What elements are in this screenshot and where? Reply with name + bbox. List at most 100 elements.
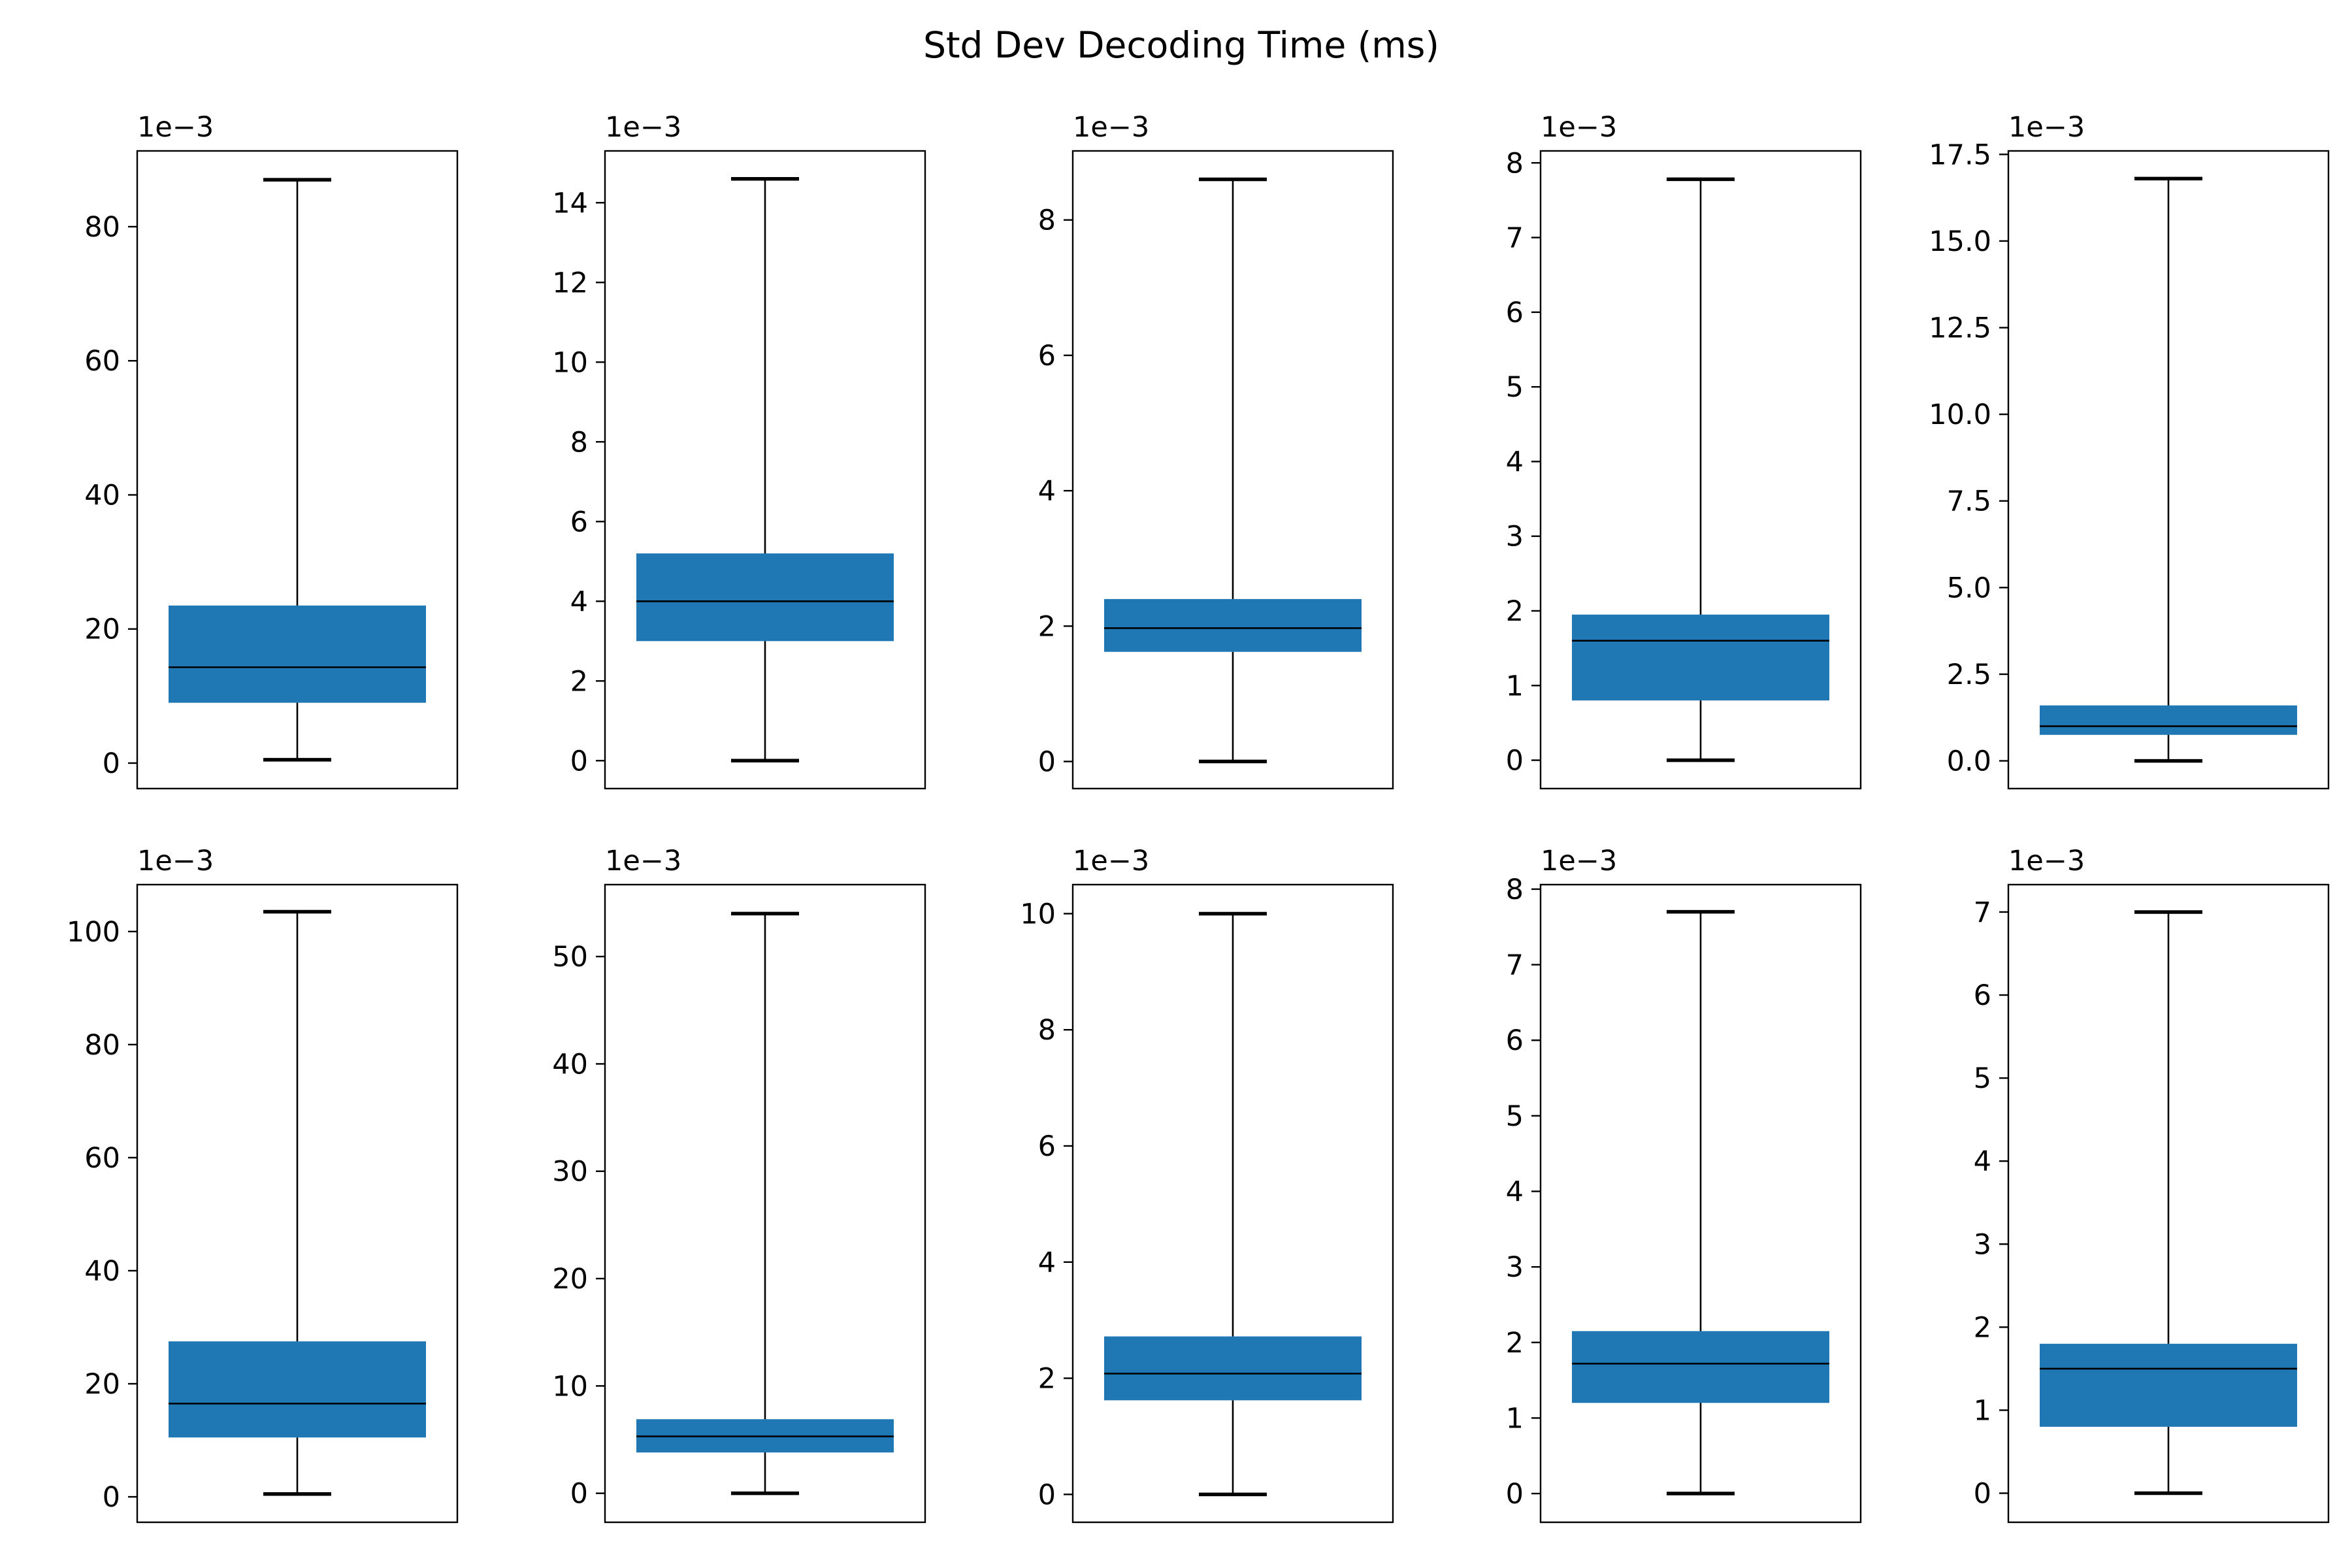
subplot-2-4: 0 1 2 3 4 5 6 7 8 1e−3 [1506,845,1862,1524]
y-tick-label: 2.5 [1947,659,1991,691]
y-tick-label: 6 [1506,1024,1524,1057]
subplot-2-5: 0 1 2 3 4 5 6 7 1e−3 [1974,845,2330,1524]
y-tick-label: 1 [1506,1402,1524,1435]
y-tick-label: 5 [1506,1100,1524,1133]
subplot-grid: 0204060801e−3024681012141e−3024681e−3012… [67,111,2330,1524]
axes-frame [1539,883,1862,1524]
box-iqr [2040,705,2297,735]
figure-title: Std Dev Decoding Time (ms) [923,24,1439,66]
y-tick-label: 50 [552,941,588,973]
y-tick-label: 0 [1506,1478,1524,1511]
y-tick-label: 0.0 [1947,745,1991,778]
y-tick-label: 12.5 [1929,312,1991,345]
y-tick-label: 14 [552,187,588,220]
y-tick-label: 3 [1974,1228,1991,1261]
box-iqr [169,1341,426,1438]
y-tick-label: 0 [1506,745,1524,777]
y-tick-label: 10 [552,1370,588,1403]
axes-frame [1539,150,1862,790]
y-tick-label: 8 [1506,147,1524,180]
y-tick-label: 20 [552,1263,588,1296]
y-tick-label: 7.5 [1947,485,1991,518]
axis-offset-label: 1e−3 [1541,111,1617,144]
y-tick-label: 4 [1506,1175,1524,1208]
y-tick-label: 4 [1038,1247,1056,1279]
y-tick-label: 7 [1974,896,1991,929]
subplot-1-5: 0.0 2.5 5.0 7.5 10.0 12.5 15.0 17.5 1e−3 [1929,111,2330,790]
axis-offset-label: 1e−3 [137,845,214,877]
y-tick-label: 60 [84,1142,120,1175]
subplot-1-1: 0 20 40 60 80 1e−3 [84,111,459,790]
y-tick-label: 0 [570,1478,588,1511]
y-tick-label: 2 [1038,610,1056,643]
y-tick-label: 5 [1506,371,1524,404]
box-iqr [169,605,426,703]
y-tick-label: 7 [1506,222,1524,255]
y-tick-label: 4 [1506,446,1524,478]
axes-frame [136,883,459,1524]
y-tick-label: 40 [84,1255,120,1288]
subplot-1-2: 0 2 4 6 8 10 12 14 1e−3 [552,111,926,790]
y-tick-label: 1 [1974,1394,1991,1427]
y-tick-label: 0 [103,747,120,780]
y-tick-label: 17.5 [1929,139,1991,171]
y-tick-label: 10.0 [1929,399,1991,431]
axes-frame [1071,150,1394,790]
axis-offset-label: 1e−3 [1073,111,1149,144]
axis-offset-label: 1e−3 [605,111,681,144]
y-tick-label: 8 [1506,874,1524,906]
y-tick-label: 10 [552,346,588,379]
y-tick-label: 5 [1974,1062,1991,1095]
y-tick-label: 20 [84,613,120,646]
y-tick-label: 0 [1038,1478,1056,1511]
axis-offset-label: 1e−3 [137,111,214,144]
subplot-1-3: 0 2 4 6 8 1e−3 [1038,111,1394,790]
y-tick-label: 4 [1038,475,1056,508]
y-tick-label: 2 [1038,1363,1056,1396]
axes-frame [136,150,459,790]
y-tick-label: 7 [1506,949,1524,982]
subplot-2-2: 0 10 20 30 40 50 1e−3 [552,845,926,1524]
box-iqr [1572,1331,1829,1403]
y-tick-label: 10 [1020,898,1056,930]
y-tick-label: 0 [1038,746,1056,779]
axes-frame [604,883,926,1524]
y-tick-label: 3 [1506,1251,1524,1284]
axes-frame [1071,883,1394,1524]
axis-offset-label: 1e−3 [605,845,681,877]
box-iqr [2040,1343,2297,1427]
y-tick-label: 4 [570,585,588,618]
y-tick-label: 2 [1506,1327,1524,1360]
y-tick-label: 0 [570,745,588,777]
y-tick-label: 2 [1974,1311,1991,1344]
y-tick-label: 6 [570,506,588,538]
y-tick-label: 80 [84,1029,120,1062]
axis-offset-label: 1e−3 [2008,111,2085,144]
axes-frame [2007,150,2330,790]
y-tick-label: 100 [67,916,120,949]
y-tick-label: 60 [84,345,120,378]
y-tick-label: 2 [570,665,588,698]
y-tick-label: 8 [570,426,588,459]
axis-offset-label: 1e−3 [1073,845,1149,877]
box-iqr [1104,1336,1362,1401]
y-tick-label: 2 [1506,595,1524,628]
y-tick-label: 40 [84,479,120,512]
y-tick-label: 0 [1974,1478,1991,1511]
box-iqr [1572,614,1829,701]
box-iqr [636,553,894,642]
y-tick-label: 6 [1038,1130,1056,1163]
y-tick-label: 1 [1506,670,1524,702]
y-tick-label: 4 [1974,1145,1991,1178]
y-tick-label: 15.0 [1929,225,1991,258]
y-tick-label: 6 [1506,297,1524,329]
y-tick-label: 6 [1974,979,1991,1012]
y-tick-label: 20 [84,1368,120,1401]
y-tick-label: 8 [1038,1014,1056,1047]
axes-frame [2007,883,2330,1524]
subplot-2-3: 0 2 4 6 8 10 1e−3 [1020,845,1394,1524]
axes-frame [604,150,926,790]
y-tick-label: 12 [552,267,588,299]
